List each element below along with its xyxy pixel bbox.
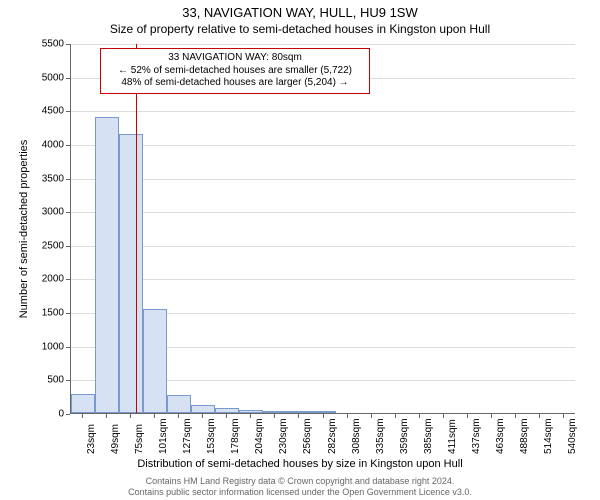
x-tick-label: 488sqm (519, 418, 530, 454)
histogram-bar (167, 395, 191, 413)
gridline (71, 279, 575, 280)
y-tick-mark (66, 380, 70, 381)
histogram-bar (287, 411, 311, 413)
gridline (71, 246, 575, 247)
x-tick-mark (298, 414, 299, 418)
x-tick-label: 101sqm (158, 418, 169, 454)
y-tick-label: 4500 (24, 106, 64, 117)
x-tick-mark (202, 414, 203, 418)
y-tick-label: 5000 (24, 72, 64, 83)
histogram-bar (215, 408, 239, 413)
x-tick-mark (371, 414, 372, 418)
y-tick-label: 500 (24, 375, 64, 386)
x-tick-label: 359sqm (399, 418, 410, 454)
x-tick-mark (106, 414, 107, 418)
y-tick-mark (66, 313, 70, 314)
y-tick-mark (66, 179, 70, 180)
x-tick-label: 49sqm (110, 424, 121, 454)
x-tick-mark (130, 414, 131, 418)
x-tick-label: 308sqm (351, 418, 362, 454)
x-tick-label: 437sqm (471, 418, 482, 454)
y-tick-label: 2500 (24, 240, 64, 251)
x-tick-label: 256sqm (302, 418, 313, 454)
x-tick-label: 282sqm (327, 418, 338, 454)
histogram-bar (311, 411, 335, 413)
y-tick-mark (66, 145, 70, 146)
x-tick-mark (467, 414, 468, 418)
x-tick-label: 75sqm (134, 424, 145, 454)
x-tick-mark (443, 414, 444, 418)
histogram-bar (191, 405, 215, 413)
x-tick-label: 204sqm (254, 418, 265, 454)
histogram-bar (95, 117, 119, 413)
info-box: 33 NAVIGATION WAY: 80sqm ← 52% of semi-d… (100, 48, 370, 94)
y-tick-label: 2000 (24, 274, 64, 285)
x-tick-label: 514sqm (543, 418, 554, 454)
x-tick-mark (250, 414, 251, 418)
footer-text: Contains HM Land Registry data © Crown c… (0, 476, 600, 498)
x-tick-mark (491, 414, 492, 418)
y-tick-label: 1000 (24, 341, 64, 352)
chart-title-main: 33, NAVIGATION WAY, HULL, HU9 1SW (0, 5, 600, 20)
x-tick-label: 540sqm (567, 418, 578, 454)
gridline (71, 111, 575, 112)
x-tick-mark (395, 414, 396, 418)
gridline (71, 145, 575, 146)
x-tick-mark (82, 414, 83, 418)
x-tick-mark (419, 414, 420, 418)
info-line-3: 48% of semi-detached houses are larger (… (107, 77, 363, 90)
x-tick-label: 23sqm (86, 424, 97, 454)
gridline (71, 179, 575, 180)
x-tick-label: 411sqm (447, 419, 458, 454)
y-axis-label: Number of semi-detached properties (18, 44, 30, 414)
y-tick-label: 1500 (24, 308, 64, 319)
y-tick-mark (66, 212, 70, 213)
x-tick-label: 463sqm (495, 418, 506, 454)
x-tick-mark (178, 414, 179, 418)
x-tick-mark (539, 414, 540, 418)
plot-area (70, 44, 575, 414)
x-tick-mark (347, 414, 348, 418)
y-tick-label: 5500 (24, 39, 64, 50)
y-tick-mark (66, 279, 70, 280)
histogram-bar (71, 394, 95, 413)
footer-line-1: Contains HM Land Registry data © Crown c… (0, 476, 600, 487)
x-tick-mark (323, 414, 324, 418)
footer-line-2: Contains public sector information licen… (0, 487, 600, 498)
histogram-bar (263, 411, 287, 413)
info-line-1: 33 NAVIGATION WAY: 80sqm (107, 52, 363, 65)
x-tick-mark (563, 414, 564, 418)
x-tick-label: 127sqm (182, 418, 193, 454)
y-tick-mark (66, 111, 70, 112)
x-tick-label: 385sqm (423, 418, 434, 454)
chart-container: 33, NAVIGATION WAY, HULL, HU9 1SW Size o… (0, 0, 600, 500)
x-tick-mark (274, 414, 275, 418)
x-tick-label: 153sqm (206, 418, 217, 454)
chart-title-sub: Size of property relative to semi-detach… (0, 22, 600, 36)
y-tick-mark (66, 347, 70, 348)
y-tick-mark (66, 78, 70, 79)
y-tick-mark (66, 246, 70, 247)
marker-line (136, 44, 137, 413)
x-tick-mark (154, 414, 155, 418)
histogram-bar (119, 134, 143, 413)
x-tick-mark (226, 414, 227, 418)
gridline (71, 44, 575, 45)
gridline (71, 212, 575, 213)
y-tick-label: 3500 (24, 173, 64, 184)
y-tick-label: 0 (24, 409, 64, 420)
x-tick-label: 178sqm (230, 418, 241, 454)
y-tick-label: 4000 (24, 139, 64, 150)
histogram-bar (239, 410, 263, 413)
y-tick-mark (66, 44, 70, 45)
x-tick-label: 230sqm (278, 418, 289, 454)
histogram-bar (143, 309, 167, 413)
x-axis-label: Distribution of semi-detached houses by … (0, 458, 600, 470)
info-line-2: ← 52% of semi-detached houses are smalle… (107, 65, 363, 78)
y-tick-mark (66, 414, 70, 415)
x-tick-mark (515, 414, 516, 418)
y-tick-label: 3000 (24, 207, 64, 218)
x-tick-label: 335sqm (375, 418, 386, 454)
